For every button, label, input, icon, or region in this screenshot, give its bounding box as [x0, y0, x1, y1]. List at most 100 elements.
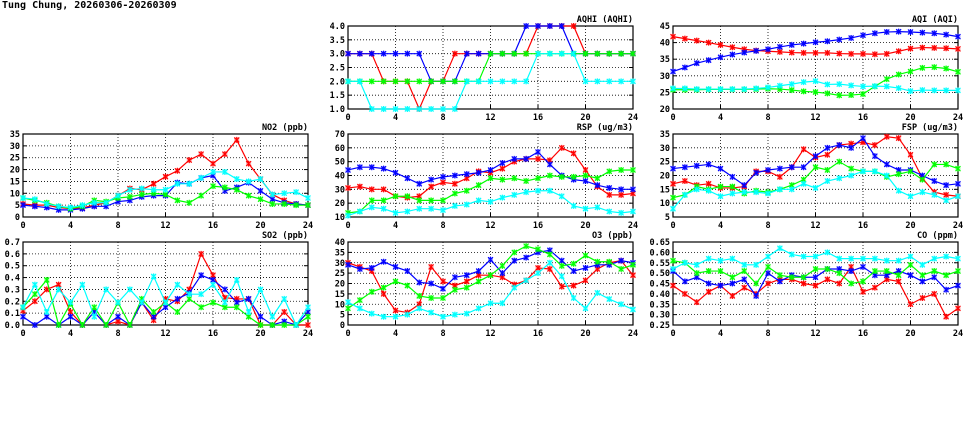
- point-marker: [345, 78, 351, 85]
- point-marker: [392, 313, 399, 320]
- point-marker: [670, 257, 676, 264]
- point-marker: [392, 193, 399, 200]
- point-marker: [511, 155, 518, 162]
- point-marker: [871, 153, 878, 160]
- point-marker: [523, 254, 530, 261]
- data-point: [776, 186, 783, 193]
- point-marker: [788, 49, 795, 56]
- point-marker: [729, 292, 736, 299]
- point-marker: [895, 71, 902, 78]
- data-point: [919, 189, 926, 196]
- point-marker: [233, 304, 240, 311]
- data-point: [380, 197, 387, 204]
- point-marker: [380, 197, 387, 204]
- data-point: [416, 180, 423, 187]
- data-point: [681, 164, 688, 171]
- point-marker: [871, 51, 878, 58]
- point-marker: [368, 310, 375, 317]
- data-point: [753, 85, 760, 92]
- y-tick-label: 35: [660, 55, 670, 65]
- x-tick-label: 20: [905, 113, 915, 123]
- point-marker: [499, 270, 506, 277]
- point-marker: [630, 272, 636, 279]
- point-marker: [535, 175, 541, 182]
- point-marker: [776, 278, 783, 285]
- data-point: [499, 300, 506, 307]
- point-marker: [487, 272, 494, 279]
- data-point: [380, 205, 387, 212]
- data-point: [440, 285, 446, 292]
- y-tick-label: 0.4: [5, 274, 20, 284]
- point-marker: [245, 192, 252, 199]
- point-marker: [392, 50, 399, 57]
- point-marker: [115, 299, 121, 306]
- data-point: [582, 50, 589, 57]
- point-marker: [487, 175, 494, 182]
- point-marker: [931, 64, 938, 71]
- point-marker: [812, 78, 819, 85]
- data-point: [186, 180, 193, 187]
- data-point: [233, 304, 240, 311]
- x-tick-label: 0: [345, 221, 350, 231]
- point-marker: [931, 255, 938, 262]
- point-marker: [919, 278, 926, 285]
- point-marker: [824, 276, 831, 283]
- data-point: [428, 205, 435, 212]
- point-marker: [729, 274, 736, 281]
- data-point: [693, 186, 700, 193]
- data-point: [499, 194, 506, 201]
- point-marker: [257, 196, 264, 203]
- data-point: [31, 203, 38, 210]
- point-marker: [812, 164, 819, 171]
- data-point: [717, 41, 724, 48]
- chart-title: O3 (ppb): [592, 231, 633, 241]
- point-marker: [871, 168, 878, 175]
- data-point: [269, 322, 276, 328]
- point-marker: [257, 313, 264, 320]
- point-marker: [55, 286, 62, 293]
- y-tick-label: 1.5: [330, 91, 345, 101]
- point-marker: [416, 292, 423, 299]
- point-marker: [546, 23, 553, 29]
- data-point: [705, 187, 712, 194]
- point-marker: [440, 295, 446, 302]
- point-marker: [931, 191, 938, 198]
- data-point: [955, 45, 961, 52]
- data-point: [729, 86, 736, 93]
- data-point: [693, 270, 700, 277]
- data-point: [451, 286, 458, 293]
- point-marker: [860, 263, 866, 270]
- data-point: [451, 282, 458, 289]
- x-tick-label: 12: [485, 113, 495, 123]
- data-point: [281, 308, 288, 315]
- point-marker: [356, 297, 363, 304]
- data-point: [681, 85, 688, 92]
- x-tick-label: 16: [858, 221, 868, 231]
- data-point: [91, 313, 98, 320]
- point-marker: [67, 299, 74, 306]
- data-point: [257, 196, 264, 203]
- data-point: [416, 305, 423, 312]
- data-point: [186, 157, 193, 164]
- series-3: [345, 50, 636, 112]
- point-marker: [800, 253, 807, 260]
- point-marker: [800, 180, 807, 187]
- data-point: [788, 81, 795, 88]
- data-point: [919, 278, 926, 285]
- point-marker: [836, 50, 843, 57]
- data-point: [860, 255, 866, 262]
- data-point: [487, 166, 494, 173]
- data-point: [511, 175, 518, 182]
- point-marker: [955, 68, 961, 75]
- point-marker: [753, 280, 760, 287]
- point-marker: [305, 304, 311, 311]
- y-tick-label: 5: [15, 201, 20, 211]
- data-point: [43, 276, 50, 283]
- point-marker: [257, 176, 264, 183]
- data-point: [824, 38, 831, 45]
- point-marker: [440, 285, 446, 292]
- data-point: [618, 191, 625, 198]
- x-tick-label: 12: [810, 329, 820, 339]
- series-1: [670, 28, 961, 75]
- data-point: [670, 257, 676, 264]
